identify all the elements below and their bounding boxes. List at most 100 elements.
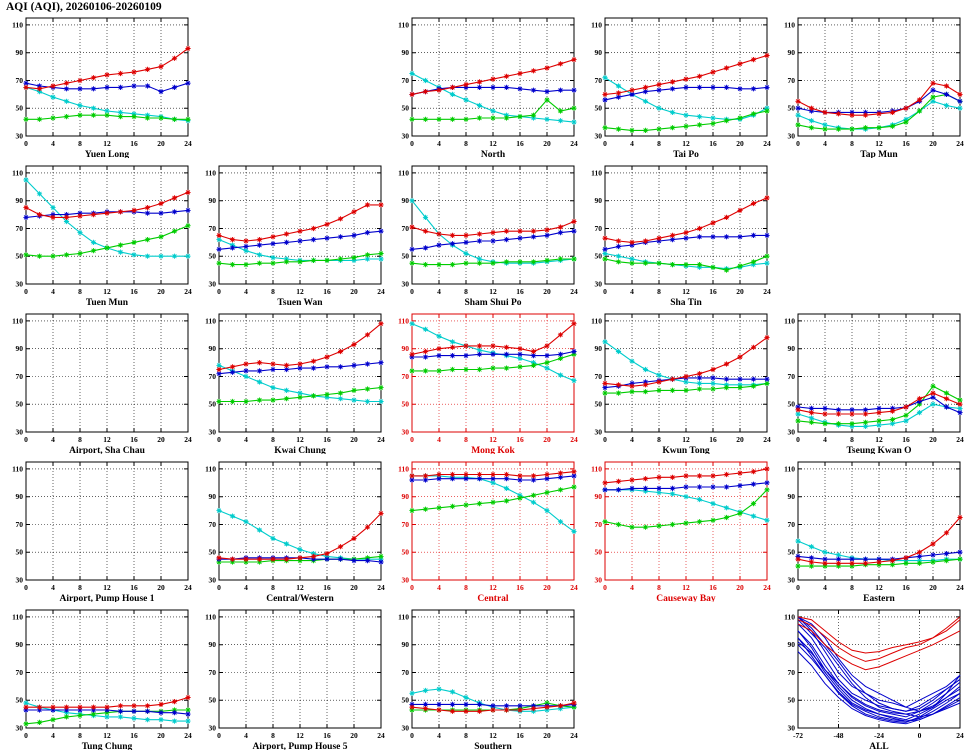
station-label: Tsuen Wan: [277, 298, 323, 306]
y-tick-label: 30: [402, 576, 410, 585]
series-markers-blue: [409, 228, 577, 252]
y-tick-label: 30: [16, 428, 24, 437]
y-tick-label: 70: [16, 520, 24, 529]
y-tick-label: 70: [595, 76, 603, 85]
x-tick-label: 24: [184, 731, 192, 740]
x-tick-label: 20: [736, 139, 744, 148]
chart-north: 30 50 70 90 110 0 4 8 12 16 20 24 North: [386, 10, 579, 160]
chart-airport-sha-chau: 30 50 70 90 110 0 4 8 12 16 20 24 Airport, Sha Chau: [0, 306, 193, 456]
chart-canvas: 30 50 70 90 110 0 4 8 12 16 20 24 Central: [398, 461, 578, 604]
y-tick-label: 110: [784, 612, 795, 621]
x-tick-label: 4: [244, 583, 248, 592]
series-markers-blue: [23, 707, 191, 717]
y-tick-label: 90: [209, 344, 217, 353]
x-tick-label: 8: [464, 435, 468, 444]
station-label: Airport, Sha Chau: [69, 446, 145, 454]
series-markers-red: [795, 390, 963, 417]
x-tick-label: 8: [850, 139, 854, 148]
x-tick-label: 20: [929, 583, 937, 592]
y-tick-label: 90: [595, 48, 603, 57]
station-label: Airport, Pump House 5: [253, 742, 348, 750]
y-tick-label: 70: [402, 668, 410, 677]
x-tick-label: 20: [157, 139, 165, 148]
tick-marks: [604, 166, 768, 285]
y-tick-label: 50: [402, 696, 410, 705]
x-tick-label: 24: [570, 583, 578, 592]
gridlines: [26, 314, 188, 432]
x-tick-label: 0: [410, 435, 414, 444]
chart-canvas: 30 50 70 90 110 0 4 8 12 16 20 24 Airport, Pump Hous…: [12, 461, 192, 604]
y-tick-label: 70: [402, 224, 410, 233]
chart-canvas: 30 50 70 90 110 0 4 8 12 16 20 24 Tseung Kwan O: [784, 313, 964, 456]
y-tick-label: 30: [209, 280, 217, 289]
x-tick-label: 24: [377, 731, 385, 740]
x-tick-label: 0: [24, 139, 28, 148]
x-tick-label: 12: [489, 583, 497, 592]
x-tick-label: 0: [24, 287, 28, 296]
gridlines: [26, 18, 188, 136]
x-tick-label: 20: [350, 583, 358, 592]
x-tick-label: 0: [410, 139, 414, 148]
plot-frame: [218, 313, 382, 433]
x-tick-label: 8: [464, 583, 468, 592]
y-tick-label: 90: [402, 640, 410, 649]
station-label: Sha Tin: [670, 298, 702, 306]
y-tick-label: 50: [402, 104, 410, 113]
y-tick-label: 30: [788, 576, 796, 585]
plot-frame: [25, 313, 189, 433]
x-tick-label: 12: [682, 435, 690, 444]
series-markers-red: [602, 195, 770, 245]
x-tick-label: 12: [296, 731, 304, 740]
chart-canvas: 30 50 70 90 110 0 4 8 12 16 20 24 Tung Chung: [12, 609, 192, 752]
x-tick-label: 4: [437, 583, 441, 592]
x-tick-label: 4: [437, 731, 441, 740]
x-tick-label: 12: [296, 435, 304, 444]
gridlines: [798, 314, 960, 432]
plot-frame: [218, 165, 382, 285]
x-tick-label: 20: [543, 731, 551, 740]
y-tick-label: 110: [12, 464, 23, 473]
all-line-red: [797, 616, 961, 662]
tick-marks: [604, 18, 768, 137]
gridlines: [798, 18, 960, 136]
chart-eastern: 30 50 70 90 110 0 4 8 12 16 20 24 Eastern: [772, 454, 965, 604]
station-label: North: [481, 150, 506, 158]
all-line-blue: [797, 637, 961, 722]
series-markers-red: [216, 321, 384, 373]
chart-yuen-long: 30 50 70 90 110 0 4 8 12 16 20 24 Yuen Long: [0, 10, 193, 160]
x-tick-label: 24: [184, 139, 192, 148]
y-tick-label: 70: [402, 520, 410, 529]
x-tick-label: 4: [51, 139, 55, 148]
y-tick-label: 50: [16, 696, 24, 705]
tick-marks: [411, 166, 575, 285]
y-tick-label: 30: [16, 724, 24, 733]
page-title: AQI (AQI), 20260106-20260109: [6, 1, 162, 13]
station-label: Airport, Pump House 1: [60, 594, 155, 602]
chart-causeway-bay: 30 50 70 90 110 0 4 8 12 16 20 24 Causeway Bay: [579, 454, 772, 604]
y-tick-label: 50: [16, 104, 24, 113]
x-tick-label: 4: [823, 435, 827, 444]
y-tick-label: 110: [398, 20, 409, 29]
y-tick-label: 70: [209, 372, 217, 381]
chart-canvas: 30 50 70 90 110 0 4 8 12 16 20 24 Airport, Pump Hous…: [205, 609, 385, 752]
y-tick-label: 30: [402, 280, 410, 289]
x-tick-label: 4: [630, 287, 634, 296]
x-tick-label: 4: [51, 287, 55, 296]
x-tick-label: -48: [834, 731, 844, 740]
x-tick-label: 16: [902, 139, 910, 148]
x-tick-label: 4: [244, 731, 248, 740]
y-tick-label: 110: [205, 612, 216, 621]
x-tick-label: 8: [464, 139, 468, 148]
x-tick-label: 0: [217, 435, 221, 444]
y-tick-label: 30: [595, 576, 603, 585]
chart-sham-shui-po: 30 50 70 90 110 0 4 8 12 16 20 24 Sham Shui Po: [386, 158, 579, 308]
x-tick-label: 8: [271, 435, 275, 444]
tick-marks: [604, 462, 768, 581]
y-tick-label: 110: [12, 612, 23, 621]
x-tick-label: 16: [516, 583, 524, 592]
tick-marks: [604, 314, 768, 433]
y-tick-label: 90: [788, 640, 796, 649]
y-tick-label: 90: [595, 492, 603, 501]
x-tick-label: 16: [516, 731, 524, 740]
x-tick-label: 0: [24, 435, 28, 444]
